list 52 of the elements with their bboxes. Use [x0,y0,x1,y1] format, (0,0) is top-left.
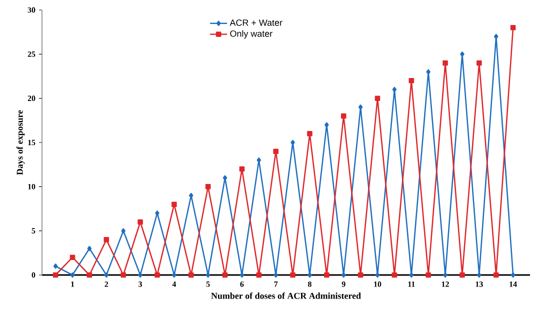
point [358,272,364,278]
point [340,113,346,119]
point [477,272,482,278]
point [121,228,126,234]
point [494,34,498,40]
point [426,69,430,74]
point [392,272,398,278]
point [70,254,76,260]
point [358,104,363,110]
point [138,272,142,278]
point [273,148,278,154]
point [493,272,499,278]
legend-label: Only water [230,30,272,39]
point [341,272,346,278]
point [290,272,296,278]
point [442,60,448,66]
point [375,272,380,278]
point [408,78,414,84]
point [510,272,516,278]
point [460,52,464,57]
point [239,166,245,172]
point [53,264,58,269]
point [374,96,380,101]
point [104,272,109,278]
point [86,272,92,278]
point [188,272,194,278]
point [256,272,262,278]
point [104,237,110,242]
point [324,122,329,128]
point [172,202,177,207]
point [307,131,312,136]
point [240,272,244,278]
point [87,246,92,252]
legend-label: ACR + Water [230,19,282,26]
point [476,60,482,66]
point [205,184,211,190]
point [426,272,431,278]
point [460,272,465,278]
point [222,272,228,278]
point [154,272,160,278]
point [256,158,262,163]
point [392,86,397,92]
point [138,219,143,225]
point [409,272,414,278]
point [510,25,516,30]
point [52,272,58,278]
x-axis-title: Number of doses of ACR Administered [211,292,361,299]
point [155,210,160,216]
y-axis-title: Days of exposure [16,110,25,175]
point [70,272,75,278]
point [324,272,330,278]
point [120,272,126,278]
